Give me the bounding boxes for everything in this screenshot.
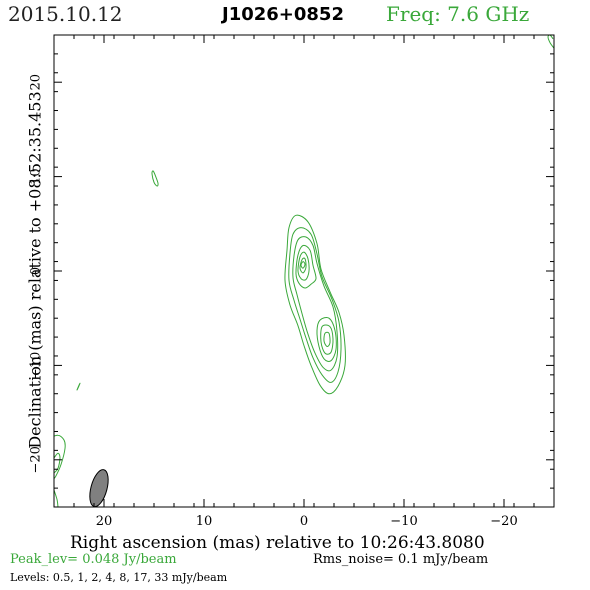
beam-group [89,469,109,508]
x-tick-label: 0 [300,514,308,529]
contour-line-9 [300,261,306,269]
contour-line-14 [547,35,554,49]
beam-ellipse [89,469,109,508]
plot-frame [53,34,555,508]
y-tick-label: −10 [29,352,44,379]
contour-levels: Levels: 0.5, 1, 2, 4, 8, 17, 33 mJy/beam [10,571,228,584]
contour-line-6 [320,324,334,355]
observation-date: 2015.10.12 [8,2,123,26]
contour-line-8 [323,331,331,348]
contour-line-3 [295,244,317,289]
contour-line-1 [288,227,342,383]
x-tick-label: 20 [96,514,113,529]
contour-line-12 [54,434,66,479]
contour-line-15 [54,489,59,507]
axes-group: 20 10 0 −10 −20 20 10 0 −10 −20 [29,34,555,529]
peak-level: Peak_lev= 0.048 Jy/beam [10,552,177,567]
contour-line-2 [292,236,339,372]
y-tick-label: 0 [29,267,44,275]
source-name: J1026+0852 [222,4,344,25]
contour-line-10 [151,170,159,187]
x-tick-label: 10 [196,514,213,529]
contour-line-7 [299,257,307,274]
contour-line-0 [284,214,346,395]
x-tick-label: −20 [490,514,517,529]
y-tick-label: 20 [29,74,44,91]
y-tick-label: −20 [29,446,44,473]
frequency-label: Freq: 7.6 GHz [386,2,530,26]
rms-noise: Rms_noise= 0.1 mJy/beam [313,552,489,567]
x-axis-label: Right ascension (mas) relative to 10:26:… [70,533,485,553]
y-axis-label: Declination (mas) relative to +08:52:35.… [25,91,45,449]
contour-group [54,35,554,507]
contour-line-4 [316,316,337,362]
contour-line-11 [76,382,81,391]
x-tick-label: −10 [390,514,417,529]
y-tick-label: 10 [29,168,44,185]
contour-line-5 [297,251,310,281]
contour-line-13 [54,452,61,474]
